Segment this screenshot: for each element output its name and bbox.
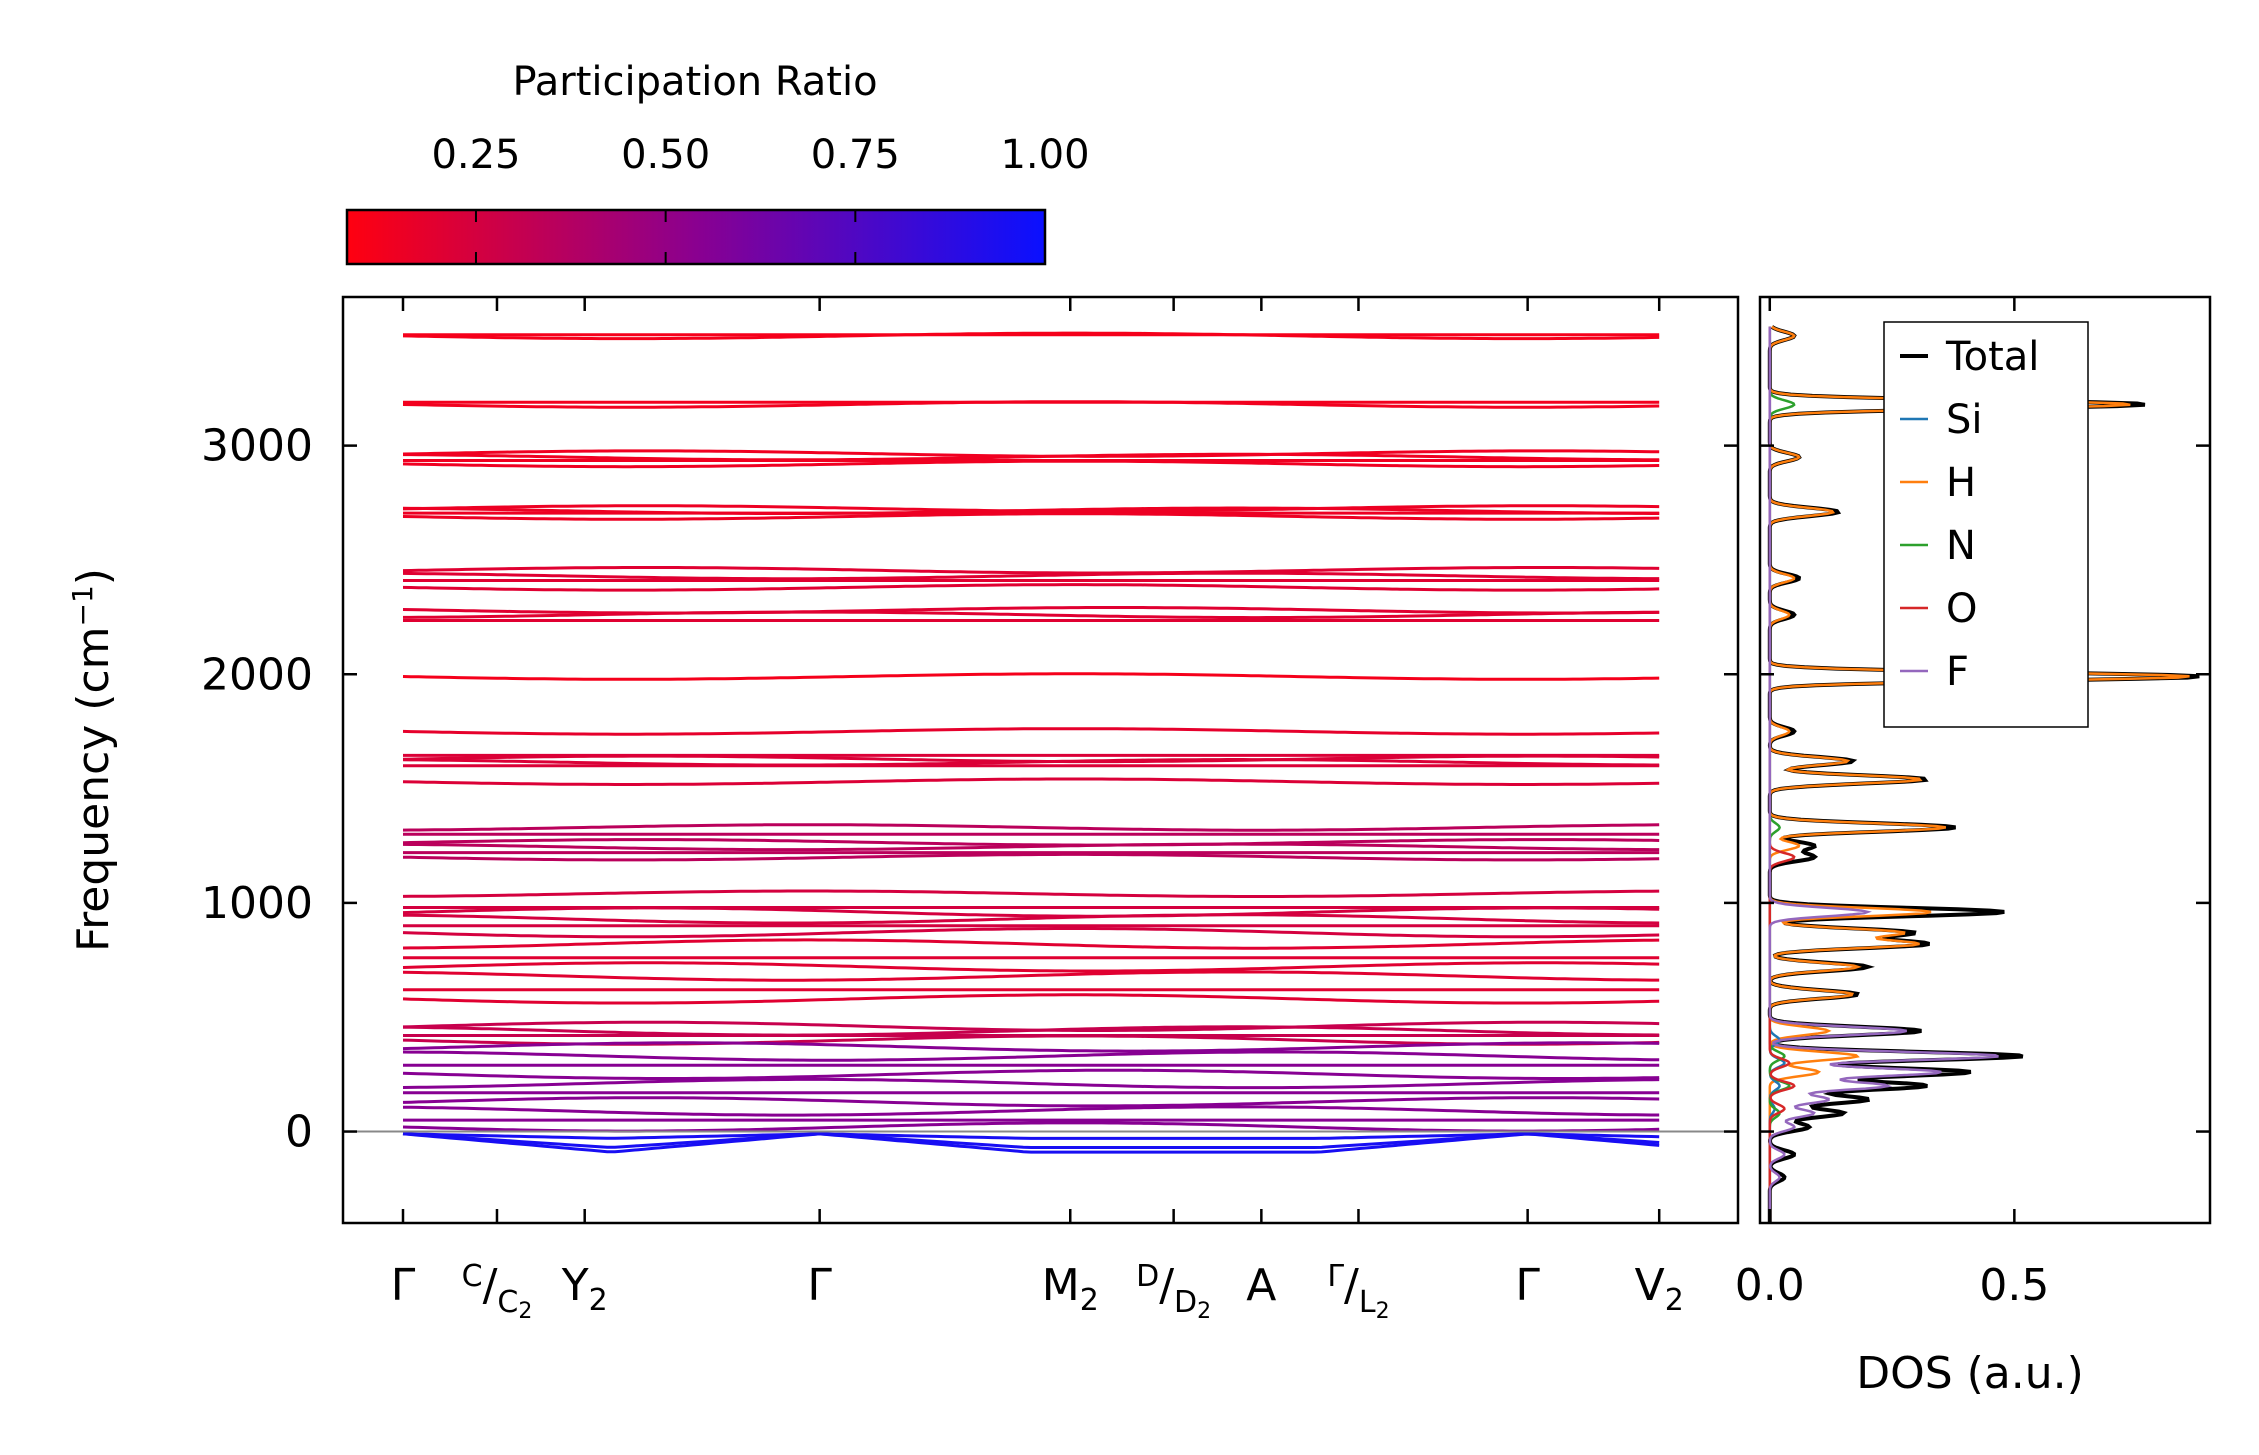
band-line — [402, 566, 1660, 575]
k-point-label: Y2 — [561, 1260, 608, 1318]
k-point-label: Γ — [1515, 1260, 1540, 1311]
band-line — [402, 727, 1660, 736]
legend-label: H — [1946, 460, 1976, 506]
band-line — [402, 842, 1660, 852]
colorbar-tick-label: 0.25 — [431, 132, 520, 178]
colorbar-tick-label: 0.50 — [621, 132, 710, 178]
band-line — [402, 993, 1660, 1005]
band-line — [402, 571, 1660, 581]
band-line — [402, 838, 1660, 847]
y-tick-label: 0 — [285, 1107, 313, 1158]
band-line — [402, 970, 1660, 982]
band-line — [403, 610, 1660, 620]
band-frame — [341, 295, 1740, 1225]
band-line — [402, 459, 1660, 469]
band-line — [402, 1077, 1660, 1090]
band-line — [402, 852, 1660, 862]
dos-frame — [1758, 295, 2212, 1225]
k-point-label: M2 — [1042, 1260, 1099, 1318]
dos-x-tick-label: 0.5 — [1979, 1260, 2049, 1311]
dos-lines — [1767, 325, 2200, 1223]
band-line — [402, 1105, 1660, 1117]
colorbar-gradient — [345, 208, 1047, 266]
k-point-label: V2 — [1635, 1260, 1684, 1318]
legend-label: O — [1946, 586, 1977, 632]
band-line — [402, 512, 1660, 521]
y-tick-label: 1000 — [201, 878, 313, 929]
band-line — [402, 938, 1660, 950]
legend-label: F — [1946, 649, 1969, 695]
dos-series-f — [1768, 326, 1999, 1223]
band-line — [402, 1041, 1660, 1053]
band-line — [402, 754, 1660, 764]
k-point-label: Γ — [391, 1260, 416, 1311]
k-point-label: C/C2 — [462, 1259, 533, 1324]
band-line — [402, 1121, 1660, 1133]
band-lines — [402, 331, 1660, 1154]
legend-label: Si — [1946, 397, 1983, 443]
y-tick-label: 2000 — [201, 649, 313, 700]
band-panel: 0 1000 2000 3000 Γ C/C2 Y2 Γ M2 D/D2 A Γ/L2 Γ V2 Freq… — [66, 295, 1740, 1324]
legend-label: N — [1946, 523, 1976, 569]
band-axes: 0 1000 2000 3000 Γ C/C2 Y2 Γ M2 D/D2 A Γ/L2 Γ V2 — [201, 297, 1738, 1324]
band-line — [402, 1132, 1660, 1154]
k-point-label: A — [1246, 1260, 1276, 1311]
k-point-label: D/D2 — [1136, 1259, 1211, 1324]
colorbar-label: Participation Ratio — [512, 59, 877, 105]
band-line — [402, 606, 1660, 615]
colorbar-ticks: 0.25 0.50 0.75 1.00 — [431, 132, 1090, 264]
band-line — [402, 583, 1660, 592]
y-axis-label: Frequency (cm−1) — [66, 568, 119, 952]
band-line — [402, 777, 1660, 786]
band-line — [402, 1020, 1660, 1032]
k-point-label: Γ — [807, 1260, 832, 1311]
band-line — [402, 504, 1660, 513]
k-point-label: Γ/L2 — [1327, 1259, 1389, 1324]
y-tick-label: 3000 — [201, 421, 313, 472]
legend-box — [1883, 321, 2089, 728]
dos-x-tick-label: 0.0 — [1735, 1260, 1805, 1311]
band-line — [402, 1132, 1660, 1140]
colorbar-tick-label: 0.75 — [811, 132, 900, 178]
band-line — [402, 1050, 1660, 1062]
band-line — [402, 906, 1660, 918]
band-line — [402, 1132, 1660, 1149]
colorbar-tick-label: 1.00 — [1000, 132, 1089, 178]
band-line — [402, 1068, 1660, 1080]
band-line — [402, 889, 1660, 898]
band-line — [402, 1096, 1660, 1108]
band-line — [402, 672, 1660, 681]
band-line — [402, 927, 1660, 939]
band-line — [402, 823, 1660, 832]
band-line — [402, 961, 1660, 973]
dos-x-axis-label: DOS (a.u.) — [1856, 1348, 2084, 1399]
legend-label: Total — [1945, 334, 2039, 380]
colorbar: Participation Ratio 0.25 0.50 0.75 1.00 — [345, 59, 1090, 266]
band-line — [402, 449, 1660, 458]
band-line — [402, 913, 1660, 925]
dos-axes: 0.0 0.5 — [1735, 297, 2210, 1311]
